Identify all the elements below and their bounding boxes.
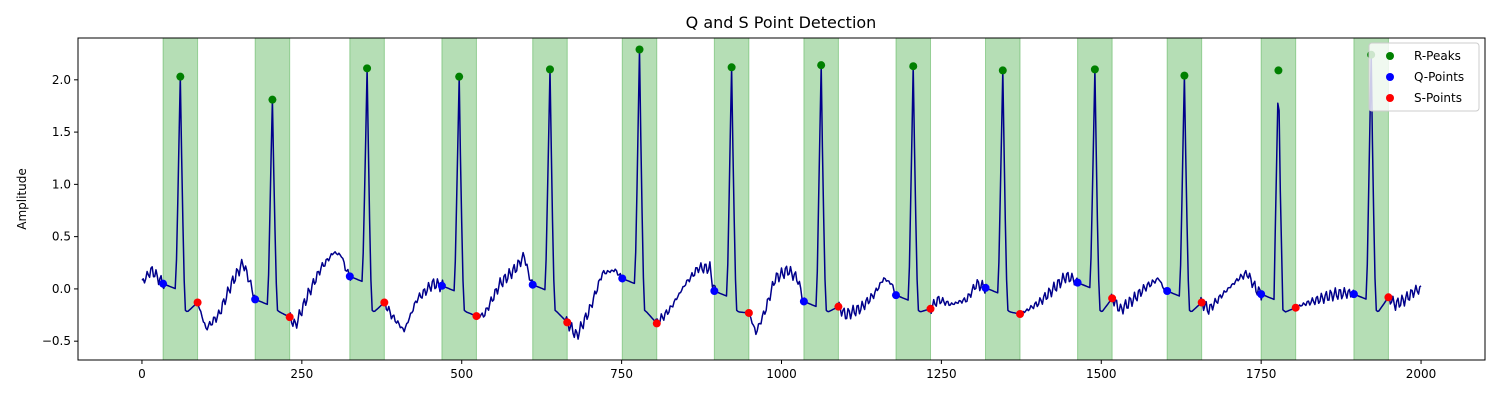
s-point-2 (285, 313, 294, 322)
x-tick-label-1000: 1000 (766, 367, 797, 381)
q-point-10 (981, 283, 990, 292)
legend-label-s-points: S-Points (1414, 91, 1462, 105)
r-peak-7 (727, 63, 736, 72)
y-tick-label-3: 1.0 (52, 177, 71, 191)
s-point-12 (1197, 298, 1206, 307)
q-point-2 (251, 295, 260, 304)
detected-points (159, 45, 1393, 328)
legend-marker-r-peaks (1386, 52, 1394, 60)
legend-marker-q-points (1386, 73, 1394, 81)
r-peak-1 (176, 72, 185, 81)
r-peak-11 (1090, 65, 1099, 74)
x-tick-label-750: 750 (610, 367, 633, 381)
s-point-3 (380, 298, 389, 307)
q-point-14 (1349, 290, 1358, 299)
r-peak-5 (545, 65, 554, 74)
q-point-11 (1073, 278, 1082, 287)
s-point-8 (834, 302, 843, 311)
y-tick-label-0: −0.5 (42, 334, 71, 348)
r-peak-8 (817, 61, 826, 70)
r-peak-6 (635, 45, 644, 54)
legend-label-r-peaks: R-Peaks (1414, 49, 1461, 63)
s-point-10 (1016, 310, 1025, 318)
x-tick-label-1500: 1500 (1086, 367, 1117, 381)
r-peak-10 (998, 66, 1007, 75)
q-point-1 (159, 279, 168, 288)
s-point-1 (193, 298, 202, 307)
x-tick-label-1750: 1750 (1246, 367, 1277, 381)
x-axis: 0 250 500 750 1000 1250 1500 1750 2000 (138, 360, 1436, 381)
x-tick-label-0: 0 (138, 367, 146, 381)
x-tick-label-2000: 2000 (1406, 367, 1437, 381)
y-tick-label-5: 2.0 (52, 73, 71, 87)
q-point-13 (1257, 290, 1266, 299)
qrs-region-13 (1260, 37, 1297, 361)
r-peak-2 (268, 95, 277, 104)
s-point-7 (744, 308, 753, 317)
q-point-4 (437, 281, 446, 290)
s-point-14 (1384, 293, 1393, 302)
q-point-12 (1163, 287, 1172, 295)
s-point-5 (563, 318, 572, 327)
r-peak-9 (909, 62, 918, 71)
s-point-4 (472, 312, 481, 321)
r-peak-3 (363, 64, 372, 73)
x-tick-label-1250: 1250 (926, 367, 957, 381)
s-point-11 (1108, 294, 1117, 303)
y-tick-label-1: 0.0 (52, 282, 71, 296)
s-point-13 (1291, 303, 1300, 312)
q-point-8 (799, 297, 808, 306)
s-point-9 (926, 304, 935, 313)
q-point-9 (891, 291, 900, 300)
r-peak-4 (455, 72, 464, 81)
q-point-7 (710, 287, 719, 295)
q-point-6 (618, 274, 627, 283)
plot-area (141, 37, 1422, 361)
r-peak-12 (1180, 71, 1189, 80)
ecg-signal-line (141, 48, 1422, 340)
x-tick-label-500: 500 (450, 367, 473, 381)
legend-box (1368, 42, 1480, 112)
y-axis: −0.5 0.0 0.5 1.0 1.5 2.0 (42, 73, 78, 348)
q-point-3 (345, 272, 354, 281)
legend-marker-s-points (1386, 94, 1394, 102)
y-tick-label-4: 1.5 (52, 125, 71, 139)
legend: R-Peaks Q-Points S-Points (1368, 42, 1480, 112)
q-point-5 (528, 280, 537, 289)
legend-label-q-points: Q-Points (1414, 70, 1464, 84)
y-tick-label-2: 0.5 (52, 230, 71, 244)
s-point-6 (652, 319, 661, 328)
x-tick-label-250: 250 (290, 367, 313, 381)
r-peak-13 (1274, 66, 1283, 75)
y-axis-label: Amplitude (15, 168, 29, 230)
qrs-region-2 (254, 37, 291, 361)
chart-title: Q and S Point Detection (686, 13, 877, 32)
